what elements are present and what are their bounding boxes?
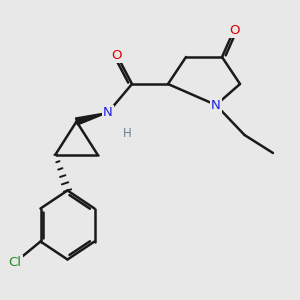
Text: O: O xyxy=(112,49,122,62)
Text: O: O xyxy=(229,23,239,37)
Text: N: N xyxy=(211,98,221,112)
Text: Cl: Cl xyxy=(8,256,22,269)
Text: N: N xyxy=(103,106,113,119)
Text: H: H xyxy=(123,127,132,140)
Polygon shape xyxy=(76,112,108,125)
